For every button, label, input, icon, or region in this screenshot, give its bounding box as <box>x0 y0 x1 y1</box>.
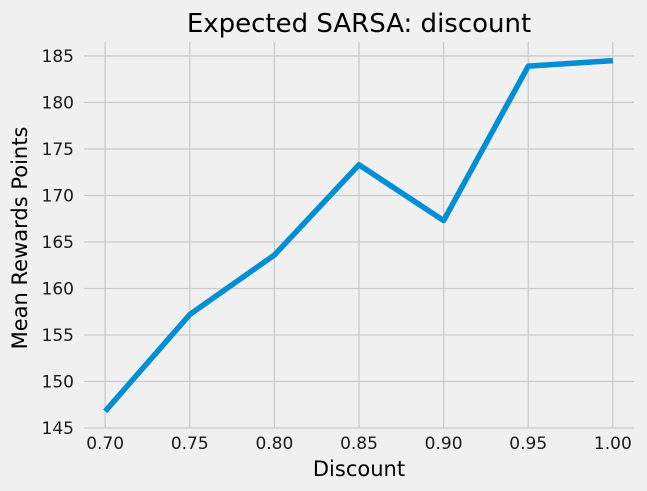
y-tick-labels: 145 150 155 160 165 170 175 180 185 <box>42 47 74 439</box>
y-tick-label: 175 <box>42 140 74 160</box>
x-tick-label: 0.80 <box>255 434 293 454</box>
x-tick-label: 0.90 <box>425 434 463 454</box>
x-tick-label: 0.70 <box>86 434 124 454</box>
y-tick-label: 180 <box>42 93 74 113</box>
y-tick-label: 165 <box>42 233 74 253</box>
y-tick-label: 150 <box>42 372 74 392</box>
grid-lines <box>84 42 634 429</box>
chart-title: Expected SARSA: discount <box>187 9 531 39</box>
x-tick-label: 1.00 <box>594 434 632 454</box>
x-tick-label: 0.95 <box>509 434 547 454</box>
y-tick-label: 155 <box>42 326 74 346</box>
y-tick-label: 170 <box>42 186 74 206</box>
series-layer <box>103 57 614 414</box>
x-tick-label: 0.75 <box>171 434 209 454</box>
series-line <box>103 57 614 414</box>
y-tick-label: 160 <box>42 279 74 299</box>
y-tick-label: 185 <box>42 47 74 67</box>
x-tick-label: 0.85 <box>340 434 378 454</box>
x-tick-labels: 0.70 0.75 0.80 0.85 0.90 0.95 1.00 <box>86 434 632 454</box>
y-axis-label: Mean Rewards Points <box>8 127 32 350</box>
y-tick-label: 145 <box>42 419 74 439</box>
x-axis-label: Discount <box>313 457 405 481</box>
